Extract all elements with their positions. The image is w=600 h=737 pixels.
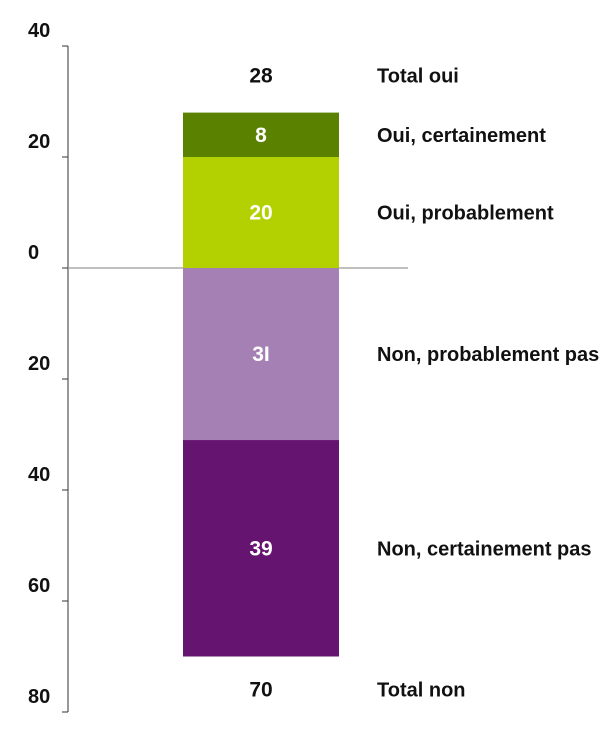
segment-name-label: Oui, probablement [377,203,554,225]
y-tick-label: 60 [28,575,50,597]
total-name-label: Total non [377,680,466,702]
y-tick-label: 0 [28,242,39,264]
y-tick-label: 20 [28,353,50,375]
segment-value-label: 39 [249,537,272,560]
y-tick-label: 80 [28,686,50,708]
total-name-label: Total oui [377,66,459,88]
segment-name-label: Oui, certainement [377,125,546,147]
bar-segment-non-certainement-pas [183,440,339,657]
bar-segment-oui-certainement [183,112,339,157]
total-value-label: 70 [249,679,272,702]
y-tick-label: 40 [28,20,50,42]
segment-name-label: Non, probablement pas [377,344,599,366]
segment-value-label: 3I [252,343,270,366]
segment-value-label: 20 [249,202,272,225]
y-tick-label: 40 [28,464,50,486]
y-tick-label: 20 [28,131,50,153]
total-value-label: 28 [249,65,273,88]
segment-name-label: Non, certainement pas [377,538,592,560]
bar-segment-non-probablement-pas [183,268,339,441]
segment-value-label: 8 [255,124,267,147]
bar-segment-oui-probablement [183,157,339,268]
